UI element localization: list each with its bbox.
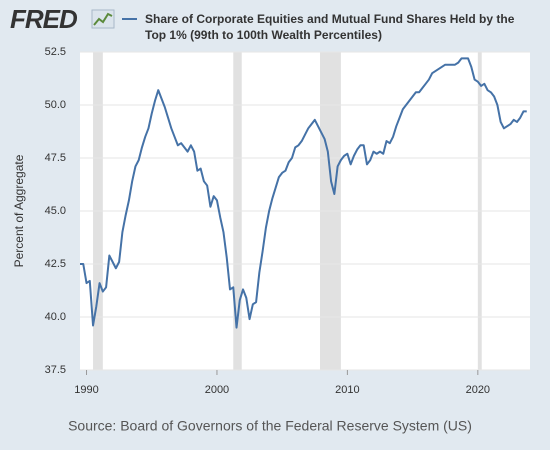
- y-tick-label: 47.5: [45, 152, 66, 164]
- legend-entry: Share of Corporate Equities and Mutual F…: [145, 12, 515, 42]
- y-tick-label: 42.5: [45, 258, 66, 270]
- x-tick-label: 2020: [466, 384, 490, 396]
- y-axis-label: Percent of Aggregate: [12, 154, 26, 267]
- y-tick-label: 40.0: [45, 311, 66, 323]
- logo: FRED: [10, 4, 78, 34]
- source-note: Source: Board of Governors of the Federa…: [68, 418, 472, 434]
- x-tick-label: 2000: [205, 384, 229, 396]
- y-tick-label: 52.5: [45, 46, 66, 58]
- y-tick-label: 45.0: [45, 205, 66, 217]
- y-tick-label: 37.5: [45, 364, 66, 376]
- logo-icon: [91, 9, 115, 29]
- series-line: [80, 57, 527, 329]
- x-tick-label: 2010: [335, 384, 359, 396]
- x-tick-label: 1990: [74, 384, 98, 396]
- y-tick-label: 50.0: [45, 99, 66, 111]
